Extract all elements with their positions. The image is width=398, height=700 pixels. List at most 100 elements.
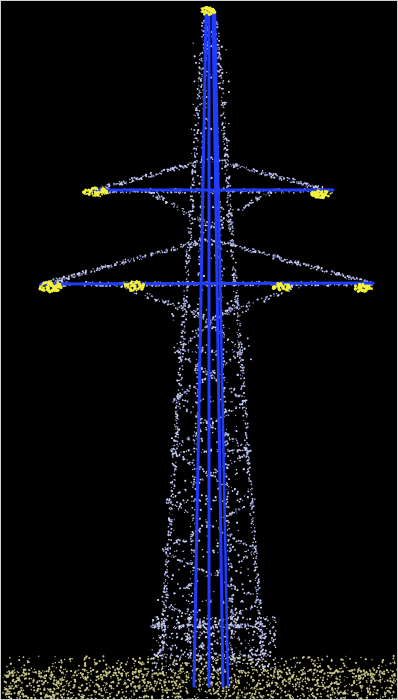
- leg-point: [167, 570, 169, 572]
- leg-point: [186, 249, 188, 251]
- brace-point: [182, 302, 184, 305]
- leg-point: [238, 319, 240, 322]
- brace-point: [204, 576, 206, 578]
- noise-point: [194, 244, 197, 247]
- leg-point: [189, 255, 191, 258]
- ground-point: [346, 676, 348, 679]
- leg-point: [195, 372, 197, 374]
- noise-point: [187, 449, 190, 452]
- brace-point: [212, 525, 215, 528]
- leg-point: [263, 654, 265, 656]
- noise-point: [211, 192, 214, 195]
- noise-point: [200, 366, 203, 369]
- ground-point: [319, 663, 321, 665]
- ground-point: [169, 689, 171, 692]
- brace-point: [174, 504, 177, 506]
- noise-point: [221, 226, 224, 229]
- brace-point: [235, 508, 237, 510]
- brace-point: [176, 455, 179, 458]
- brace-point: [183, 392, 185, 394]
- ground-point: [277, 661, 279, 664]
- ground-point: [294, 688, 297, 690]
- noise-point: [183, 558, 185, 560]
- leg-point: [173, 478, 176, 481]
- brace-point: [240, 540, 243, 543]
- brace-point: [241, 455, 244, 458]
- leg-point: [183, 294, 185, 297]
- ground-point: [195, 658, 198, 662]
- ground-point: [8, 670, 11, 673]
- leg-point: [201, 35, 204, 38]
- leg-point: [222, 141, 224, 143]
- leg-point: [195, 137, 198, 140]
- leg-point: [205, 103, 208, 105]
- ground-point: [268, 684, 271, 687]
- leg-point: [201, 24, 204, 27]
- brace-point: [194, 433, 196, 435]
- ground-point: [123, 670, 125, 672]
- leg-point: [198, 58, 201, 61]
- arm-point: [175, 191, 177, 194]
- ground-point: [376, 689, 379, 692]
- ground-point: [84, 676, 87, 679]
- leg-point: [199, 97, 202, 99]
- leg-point: [241, 358, 245, 362]
- leg-point: [225, 176, 228, 180]
- ground-point: [395, 669, 397, 671]
- noise-point: [239, 571, 242, 574]
- brace-point: [190, 582, 193, 585]
- ground-point: [389, 662, 392, 665]
- leg-point: [217, 82, 220, 85]
- ground-point: [370, 676, 373, 679]
- noise-point: [238, 455, 241, 457]
- brace-point: [215, 471, 217, 474]
- ground-point: [96, 683, 99, 686]
- ground-point: [40, 697, 42, 699]
- noise-point: [201, 103, 203, 105]
- brace-point: [193, 484, 195, 486]
- ground-point: [330, 659, 333, 662]
- ground-point: [335, 669, 338, 672]
- brace-point: [186, 562, 189, 565]
- brace-point: [211, 327, 214, 330]
- ground-point: [7, 692, 10, 695]
- ground-point: [61, 697, 64, 699]
- leg-point: [233, 272, 236, 275]
- ground-point: [344, 696, 347, 699]
- ground-point: [20, 674, 24, 677]
- ground-point: [233, 691, 236, 693]
- brace-point: [249, 504, 251, 507]
- ground-point: [72, 686, 75, 689]
- ground-point: [117, 670, 120, 672]
- ground-point: [135, 689, 138, 692]
- leg-point: [176, 426, 179, 428]
- leg-point: [160, 617, 163, 620]
- ground-point: [61, 688, 64, 691]
- ground-point: [105, 674, 108, 678]
- arm-point: [184, 191, 187, 194]
- ground-point: [36, 681, 38, 684]
- ground-point: [182, 685, 184, 688]
- ground-point: [105, 664, 107, 667]
- brace-point: [236, 499, 239, 502]
- leg-point: [190, 571, 192, 573]
- leg-point: [166, 568, 168, 571]
- ground-point: [11, 679, 13, 681]
- leg-point: [222, 134, 224, 136]
- brace-point: [215, 469, 218, 472]
- leg-point: [194, 498, 197, 501]
- leg-point: [188, 241, 190, 243]
- ground-point: [177, 685, 180, 688]
- leg-point: [219, 56, 221, 58]
- ground-point: [307, 679, 310, 682]
- ground-point: [48, 666, 51, 669]
- brace-point: [241, 443, 243, 445]
- leg-point: [198, 263, 201, 265]
- ground-point: [6, 690, 9, 693]
- ground-point: [17, 695, 19, 697]
- ground-point: [330, 682, 333, 685]
- ground-point: [383, 672, 386, 676]
- noise-point: [202, 370, 205, 373]
- leg-point: [227, 448, 229, 451]
